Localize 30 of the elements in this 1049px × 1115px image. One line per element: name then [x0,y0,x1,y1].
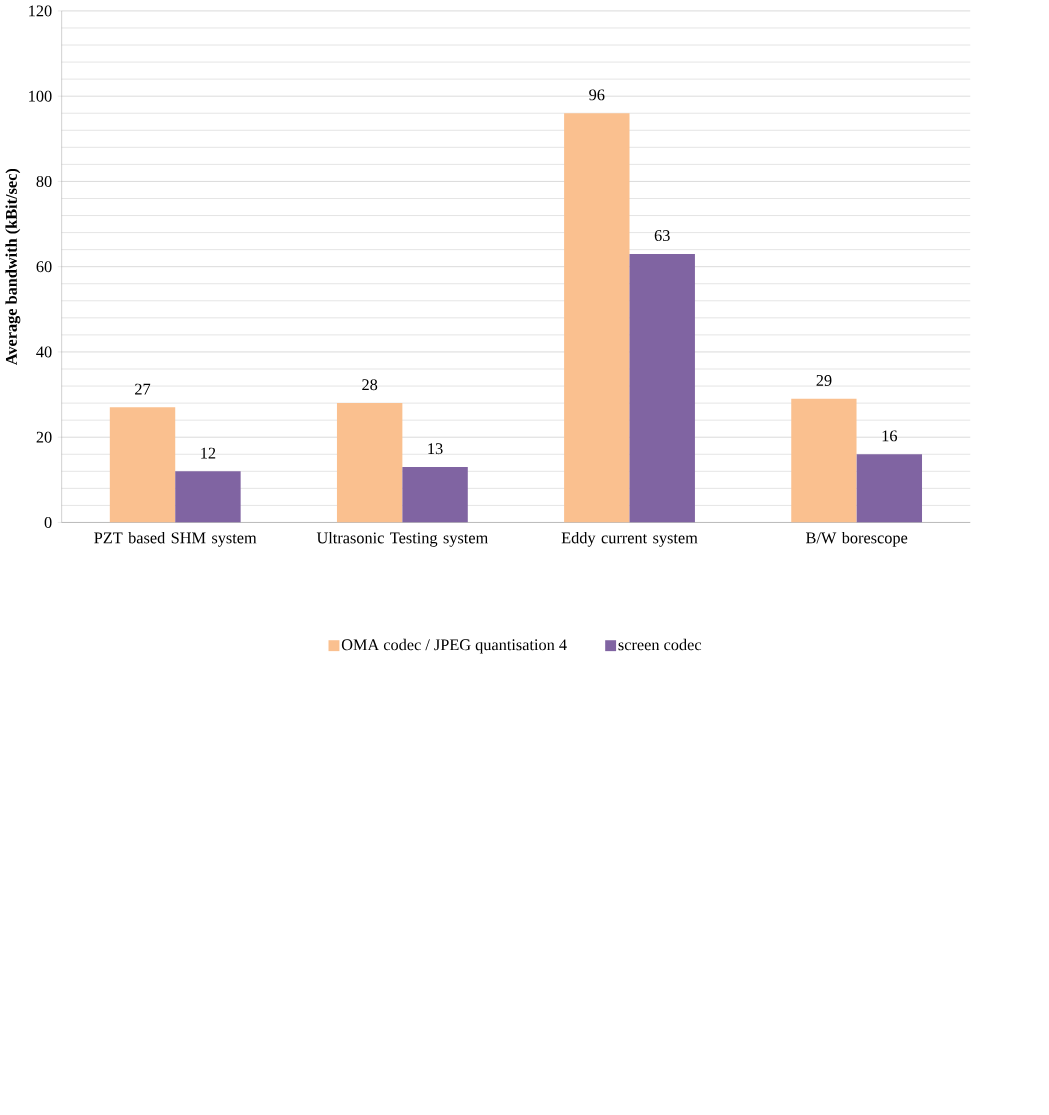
bar [109,407,176,523]
bar [791,398,857,523]
x-tick-label: B/W borescope [805,531,908,547]
y-axis-title: Average bandwith (kBit/sec) [5,168,21,366]
y-tick-label: 40 [36,346,52,358]
legend-label: OMA codec / JPEG quantisation 4 [341,638,567,654]
data-label: 13 [428,443,443,455]
y-tick-label: 100 [29,90,52,102]
x-tick-label: Eddy current system [561,531,698,547]
y-tick-label: 20 [36,431,52,443]
x-tick-label: Ultrasonic Testing system [316,531,488,547]
data-label: 28 [362,379,378,391]
data-label: 63 [654,230,670,242]
bar [629,253,695,523]
y-tick-label: 80 [36,175,52,187]
bar [336,403,403,523]
data-label: 12 [201,447,216,459]
y-tick-label: 60 [36,261,52,273]
data-label: 29 [816,375,832,386]
x-tick-label: PZT based SHM system [94,531,257,547]
data-label: 16 [882,430,898,442]
bar [564,113,630,523]
y-tick-label: 120 [29,5,52,17]
bar [856,454,923,523]
data-label: 96 [589,89,605,101]
y-tick-label: 0 [44,516,52,528]
legend-label: screen codec [618,638,702,651]
bar [175,471,241,523]
data-label: 27 [135,383,151,395]
bar [402,467,468,523]
